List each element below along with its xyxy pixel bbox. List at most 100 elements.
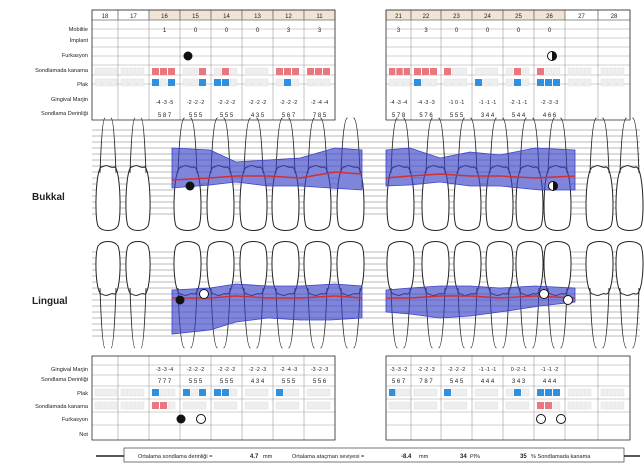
bleeding-site[interactable]	[490, 67, 499, 76]
plaque-site[interactable]	[244, 388, 253, 397]
plaque-site[interactable]	[136, 78, 145, 87]
bleeding-site[interactable]	[213, 401, 222, 410]
plaque-site[interactable]	[537, 79, 544, 86]
plaque-site[interactable]	[396, 78, 403, 87]
plaque-site[interactable]	[451, 78, 460, 87]
plaque-site[interactable]	[451, 388, 460, 397]
bleeding-site[interactable]	[396, 401, 403, 410]
plaque-site[interactable]	[567, 388, 576, 397]
plaque-site[interactable]	[275, 78, 284, 87]
bleeding-site[interactable]	[444, 68, 451, 75]
bleeding-site[interactable]	[403, 401, 411, 410]
plaque-site[interactable]	[199, 79, 206, 86]
bleeding-site[interactable]	[616, 401, 625, 410]
bleeding-site[interactable]	[213, 67, 222, 76]
bleeding-site[interactable]	[120, 67, 129, 76]
bleeding-site[interactable]	[575, 67, 584, 76]
bleeding-site[interactable]	[482, 401, 491, 410]
plaque-site[interactable]	[429, 78, 438, 87]
plaque-site[interactable]	[291, 388, 300, 397]
bleeding-site[interactable]	[421, 401, 430, 410]
bleeding-site[interactable]	[429, 401, 438, 410]
bleeding-site[interactable]	[222, 68, 229, 75]
bleeding-site[interactable]	[474, 67, 483, 76]
bleeding-site[interactable]	[552, 401, 561, 410]
plaque-site[interactable]	[159, 78, 168, 87]
plaque-site[interactable]	[136, 388, 145, 397]
plaque-site[interactable]	[521, 78, 530, 87]
plaque-site[interactable]	[214, 79, 221, 86]
plaque-site[interactable]	[110, 78, 118, 87]
bleeding-site[interactable]	[110, 67, 118, 76]
plaque-site[interactable]	[214, 389, 221, 396]
plaque-site[interactable]	[403, 78, 411, 87]
plaque-site[interactable]	[252, 388, 261, 397]
bleeding-site[interactable]	[575, 401, 584, 410]
plaque-site[interactable]	[553, 79, 560, 86]
plaque-site[interactable]	[199, 389, 206, 396]
bleeding-site[interactable]	[128, 67, 137, 76]
plaque-site[interactable]	[110, 388, 118, 397]
bleeding-site[interactable]	[229, 401, 238, 410]
plaque-site[interactable]	[167, 388, 176, 397]
plaque-site[interactable]	[252, 78, 261, 87]
plaque-site[interactable]	[190, 388, 199, 397]
bleeding-site[interactable]	[521, 401, 530, 410]
bleeding-site[interactable]	[182, 67, 191, 76]
bleeding-site[interactable]	[616, 67, 625, 76]
plaque-site[interactable]	[322, 78, 331, 87]
bleeding-site[interactable]	[583, 67, 592, 76]
plaque-site[interactable]	[260, 78, 269, 87]
plaque-site[interactable]	[152, 79, 159, 86]
plaque-site[interactable]	[421, 388, 430, 397]
plaque-site[interactable]	[459, 78, 468, 87]
plaque-site[interactable]	[396, 388, 403, 397]
plaque-site[interactable]	[421, 78, 430, 87]
bleeding-site[interactable]	[459, 401, 468, 410]
bleeding-site[interactable]	[600, 401, 609, 410]
plaque-site[interactable]	[545, 389, 552, 396]
bleeding-site[interactable]	[474, 401, 483, 410]
bleeding-site[interactable]	[583, 401, 592, 410]
bleeding-site[interactable]	[229, 67, 238, 76]
plaque-site[interactable]	[514, 79, 521, 86]
bleeding-site[interactable]	[396, 68, 403, 75]
plaque-site[interactable]	[429, 388, 438, 397]
plaque-site[interactable]	[94, 78, 102, 87]
bleeding-site[interactable]	[120, 401, 129, 410]
plaque-site[interactable]	[600, 388, 609, 397]
bleeding-site[interactable]	[292, 68, 299, 75]
bleeding-site[interactable]	[521, 67, 530, 76]
plaque-site[interactable]	[306, 388, 315, 397]
bleeding-site[interactable]	[567, 401, 576, 410]
bleeding-site[interactable]	[552, 67, 561, 76]
plaque-site[interactable]	[443, 78, 452, 87]
bleeding-site[interactable]	[505, 401, 514, 410]
plaque-site[interactable]	[128, 78, 137, 87]
bleeding-site[interactable]	[414, 68, 421, 75]
plaque-site[interactable]	[222, 389, 229, 396]
plaque-site[interactable]	[102, 78, 110, 87]
plaque-site[interactable]	[102, 388, 110, 397]
plaque-site[interactable]	[260, 388, 269, 397]
bleeding-site[interactable]	[451, 401, 460, 410]
plaque-site[interactable]	[553, 389, 560, 396]
bleeding-site[interactable]	[430, 68, 437, 75]
bleeding-site[interactable]	[600, 67, 609, 76]
bleeding-site[interactable]	[182, 401, 191, 410]
bleeding-site[interactable]	[545, 402, 552, 409]
bleeding-site[interactable]	[388, 401, 396, 410]
plaque-site[interactable]	[490, 78, 499, 87]
plaque-site[interactable]	[314, 78, 323, 87]
plaque-site[interactable]	[182, 78, 191, 87]
plaque-site[interactable]	[94, 388, 102, 397]
plaque-site[interactable]	[583, 388, 592, 397]
bleeding-site[interactable]	[252, 401, 261, 410]
bleeding-site[interactable]	[167, 401, 176, 410]
plaque-site[interactable]	[120, 388, 129, 397]
plaque-site[interactable]	[616, 388, 625, 397]
bleeding-site[interactable]	[306, 401, 315, 410]
bleeding-site[interactable]	[275, 401, 284, 410]
plaque-site[interactable]	[183, 389, 190, 396]
bleeding-site[interactable]	[514, 68, 521, 75]
